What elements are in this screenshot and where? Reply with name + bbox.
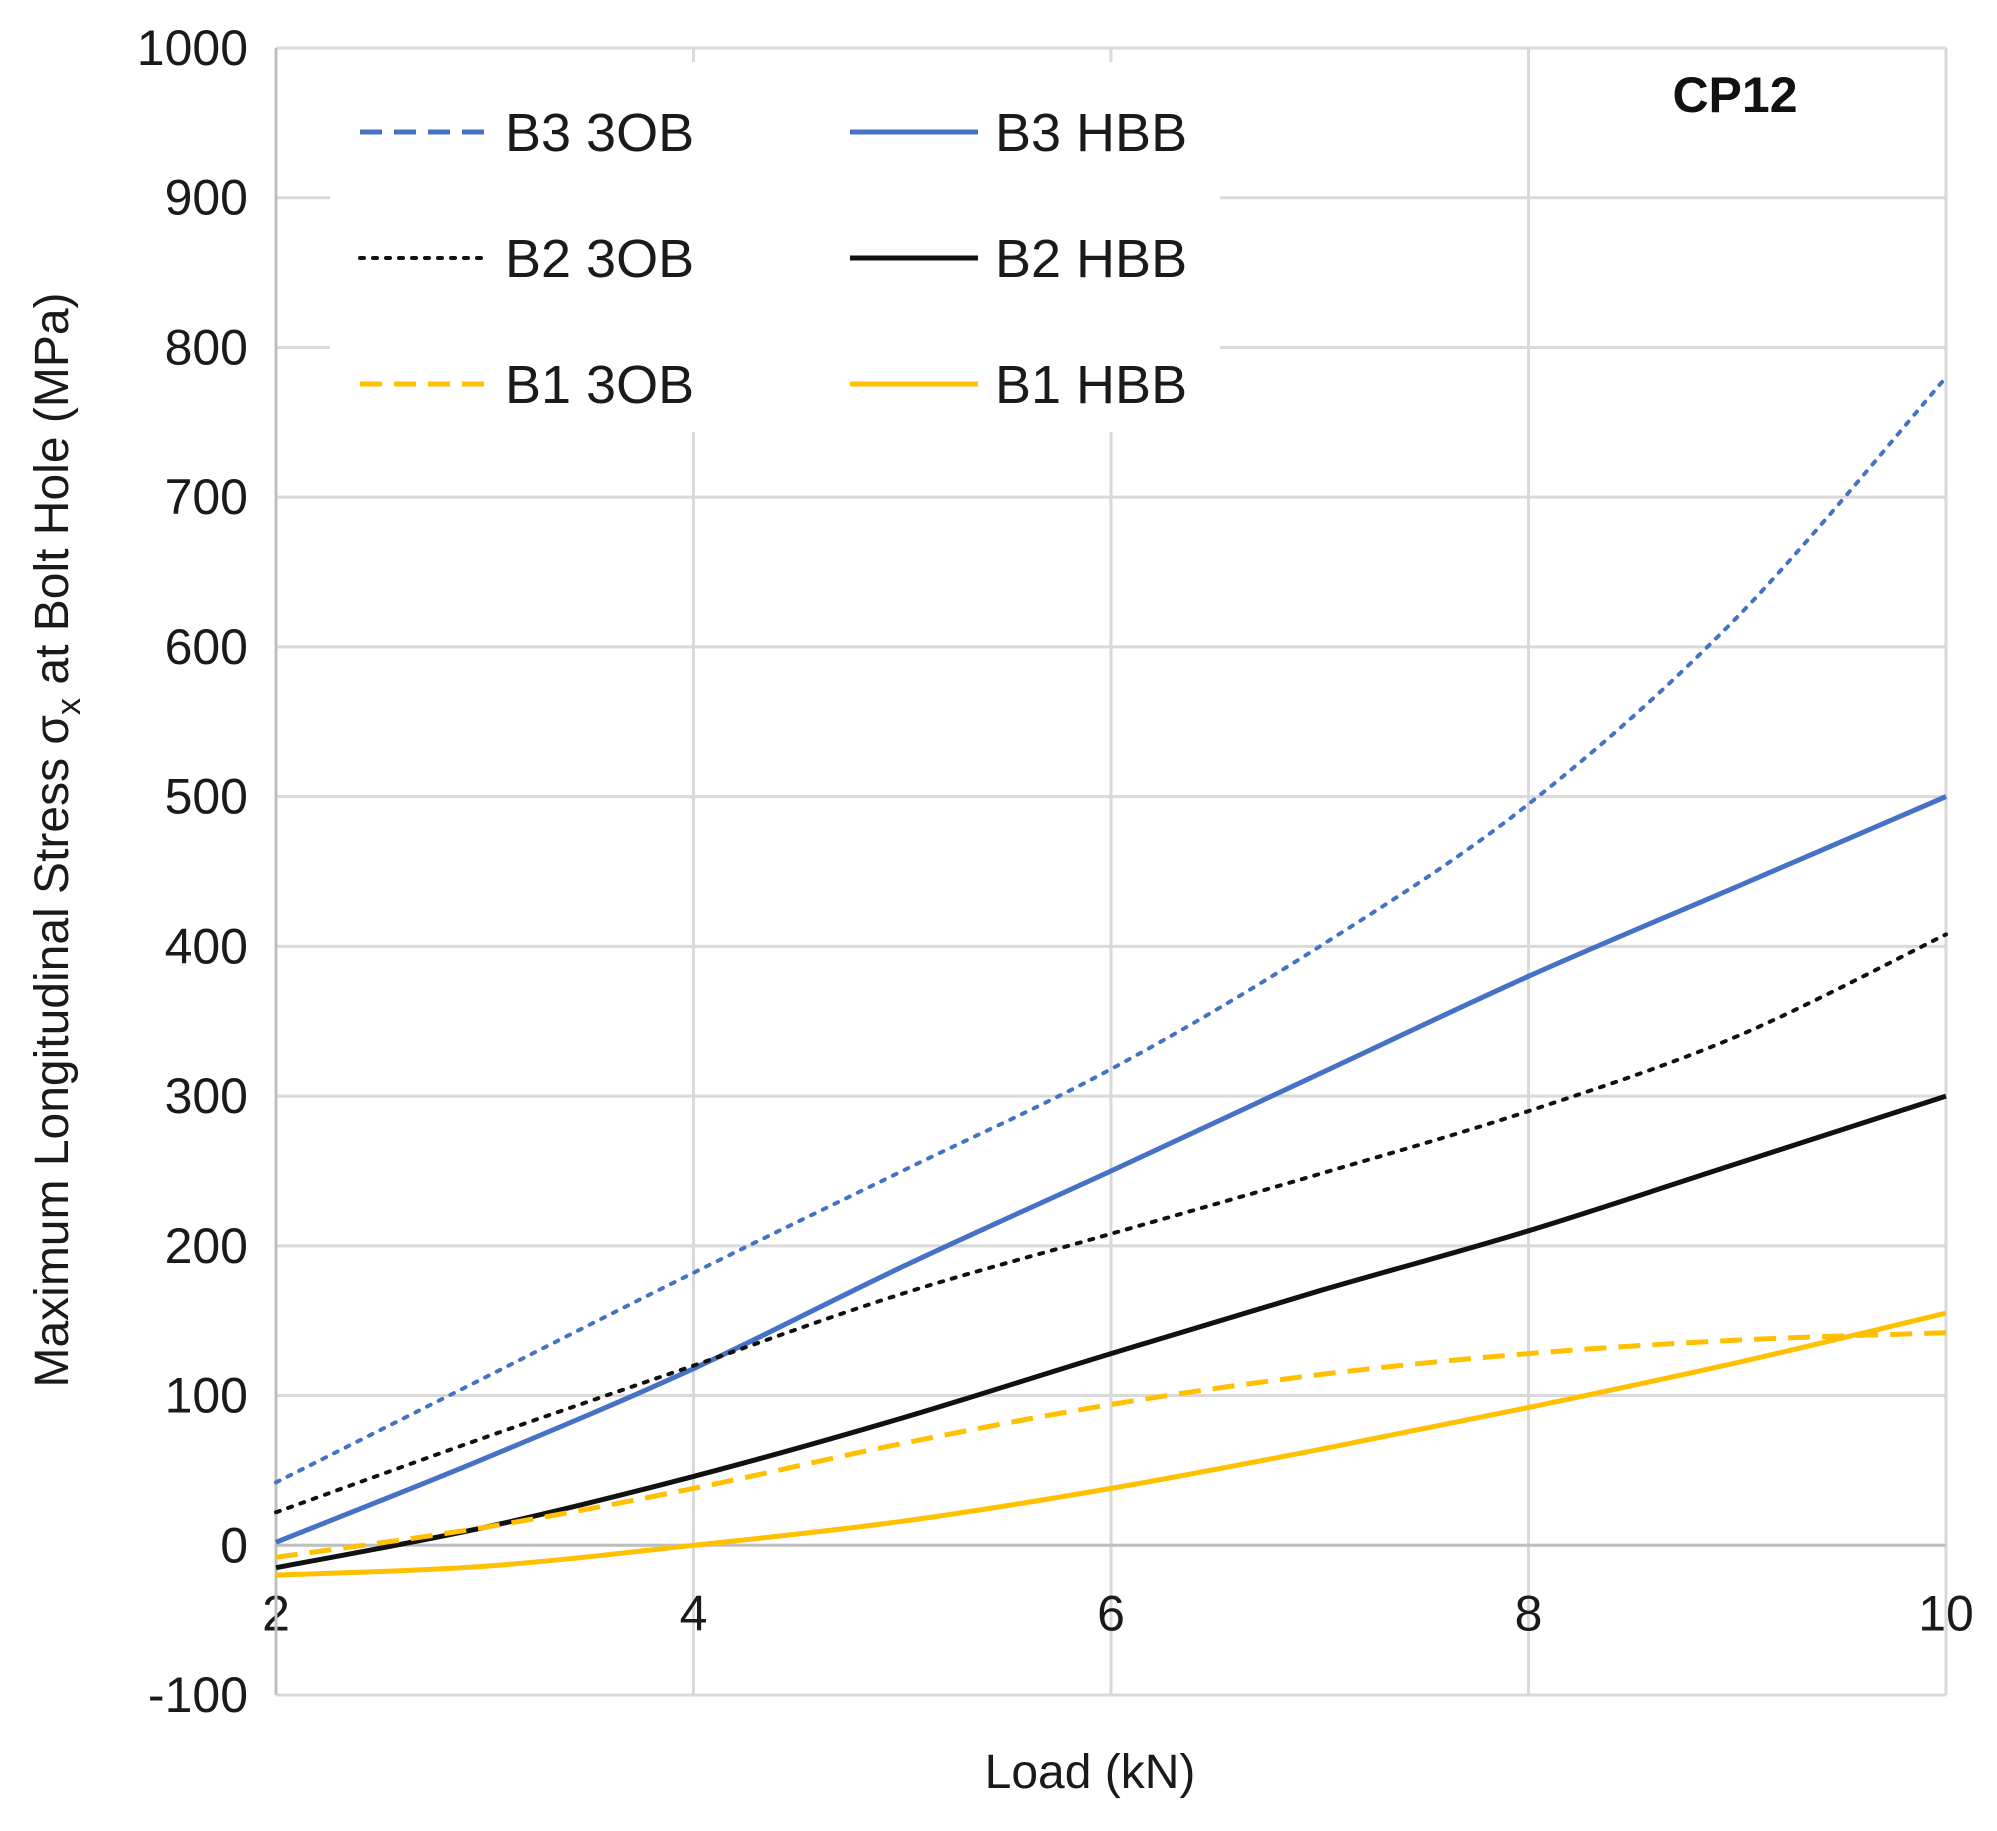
series-line-b1-3ob [275, 1330, 1947, 1560]
x-tick-label: 8 [1515, 1585, 1543, 1641]
legend-background [330, 62, 1220, 432]
legend-label-b2-hbb: B2 HBB [995, 229, 1187, 289]
series-line-b2-hbb [275, 1093, 1947, 1571]
legend: B3 3OB B3 HBB B2 3OB B2 HBB B1 3OB B1 HBB [330, 62, 1220, 432]
y-tick-label: 800 [165, 319, 248, 375]
y-tick-label: -100 [148, 1667, 248, 1723]
y-tick-label: 100 [165, 1368, 248, 1424]
y-axis-title-main: Maximum Longitudinal Stress σ [26, 715, 79, 1388]
legend-label-b3-hbb: B3 HBB [995, 103, 1187, 163]
y-tick-label: 400 [165, 918, 248, 974]
y-tick-label: 200 [165, 1218, 248, 1274]
chart-annotation: CP12 [1672, 67, 1797, 123]
x-axis-title: Load (kN) [985, 1746, 1196, 1799]
series-line-b1-hbb [275, 1310, 1947, 1578]
series-line-b2-3ob [274, 932, 1948, 1515]
y-tick-label: 300 [165, 1068, 248, 1124]
y-tick-label: 500 [165, 769, 248, 825]
legend-label-b2-3ob: B2 3OB [505, 229, 694, 289]
x-tick-label: 6 [1097, 1585, 1125, 1641]
y-tick-label: 0 [220, 1517, 248, 1573]
x-tick-label: 10 [1918, 1585, 1974, 1641]
y-axis-title-subscript: x [50, 698, 88, 715]
x-tick-label: 4 [680, 1585, 708, 1641]
y-axis-title-suffix: at Bolt Hole (MPa) [26, 292, 79, 697]
y-axis-title: Maximum Longitudinal Stress σx at Bolt H… [26, 292, 88, 1387]
y-tick-label: 1000 [137, 20, 248, 76]
y-tick-label: 600 [165, 619, 248, 675]
y-tick-label: 900 [165, 170, 248, 226]
legend-label-b1-hbb: B1 HBB [995, 355, 1187, 415]
legend-label-b3-3ob: B3 3OB [505, 103, 694, 163]
series-line-b3-hbb [275, 794, 1947, 1545]
legend-label-b1-3ob: B1 3OB [505, 355, 694, 415]
series-line-b3-3ob [274, 375, 1948, 1485]
data-series [274, 375, 1948, 1578]
y-tick-label: 700 [165, 469, 248, 525]
